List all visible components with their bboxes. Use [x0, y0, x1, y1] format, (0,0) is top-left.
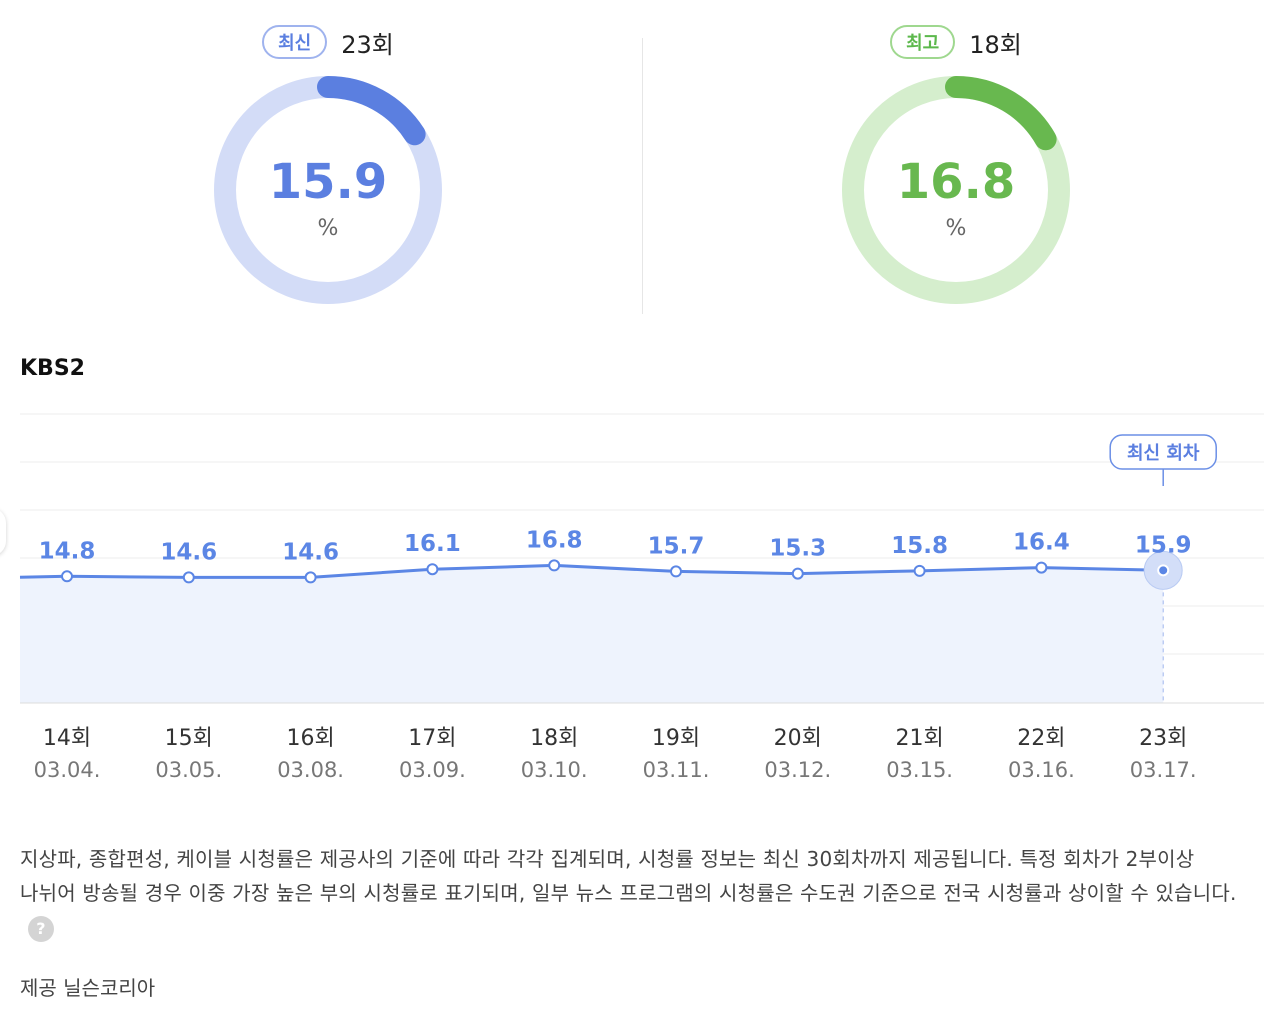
- latest-episode: 23회: [341, 30, 394, 59]
- data-point[interactable]: [1157, 564, 1170, 577]
- data-label: 14.6: [160, 539, 217, 565]
- data-label: 16.1: [404, 531, 461, 557]
- x-tick-date: 03.09.: [399, 758, 466, 782]
- data-label: 16.4: [1013, 530, 1070, 556]
- data-point[interactable]: [791, 567, 804, 580]
- data-point[interactable]: [182, 571, 195, 584]
- x-tick-episode: 15회: [165, 726, 213, 751]
- data-label: 16.8: [526, 527, 583, 553]
- latest-ring-chart: [214, 76, 442, 304]
- data-label: 15.7: [648, 533, 705, 559]
- x-tick-episode: 23회: [1139, 726, 1187, 751]
- latest-header: 최신 23회: [168, 22, 488, 62]
- x-tick-episode: 16회: [286, 726, 334, 751]
- scroll-prev-handle[interactable]: [0, 508, 6, 556]
- latest-unit: %: [317, 216, 339, 241]
- x-tick-episode: 18회: [530, 726, 578, 751]
- latest-rating-block: 최신 23회 15.9 %: [168, 20, 488, 320]
- data-label: 15.3: [769, 536, 826, 562]
- line-area-fill: [20, 565, 1164, 703]
- x-tick-date: 03.04.: [34, 758, 101, 782]
- latest-badge: 최신: [262, 25, 328, 59]
- data-label: 14.8: [39, 538, 96, 564]
- ratings-line-chart: 14.8 14.6 14.6 16.1 16.8 15.7 15.3 15.8 16.4 15.9…: [0, 400, 1276, 790]
- data-point[interactable]: [913, 564, 926, 577]
- x-tick-episode: 14회: [43, 726, 91, 751]
- x-tick-date: 03.16.: [1008, 758, 1075, 782]
- highest-badge: 최고: [890, 25, 956, 59]
- highest-unit: %: [945, 216, 967, 241]
- x-tick-episode: 22회: [1017, 726, 1065, 751]
- data-point[interactable]: [548, 559, 561, 572]
- highest-header: 최고 18회: [796, 22, 1116, 62]
- latest-ring-arc: [317, 76, 426, 146]
- stat-divider: [642, 38, 643, 314]
- data-point[interactable]: [670, 565, 682, 578]
- latest-ring: 15.9 %: [168, 60, 488, 320]
- tooltip-label: 최신 회차: [1127, 443, 1200, 464]
- x-tick-date: 03.17.: [1130, 758, 1197, 782]
- highest-ring-chart: [842, 76, 1070, 304]
- data-label: 14.6: [282, 539, 339, 565]
- x-tick-episode: 21회: [895, 726, 943, 751]
- x-tick-episode: 19회: [652, 726, 700, 751]
- highest-value: 16.8: [896, 154, 1016, 210]
- x-tick-date: 03.05.: [155, 758, 222, 782]
- highest-rating-block: 최고 18회 16.8 %: [796, 20, 1116, 320]
- x-tick-episode: 17회: [408, 726, 456, 751]
- data-point[interactable]: [426, 563, 439, 576]
- ratings-note-text: 지상파, 종합편성, 케이블 시청률은 제공사의 기준에 따라 각각 집계되며,…: [20, 847, 1237, 905]
- help-icon[interactable]: ?: [28, 915, 54, 942]
- highest-ring-arc: [945, 76, 1057, 151]
- ratings-note: 지상파, 종합편성, 케이블 시청률은 제공사의 기준에 따라 각각 집계되며,…: [20, 842, 1256, 944]
- x-tick-episode: 20회: [774, 726, 822, 751]
- data-point[interactable]: [1035, 561, 1048, 574]
- x-tick-date: 03.10.: [521, 758, 588, 782]
- x-tick-date: 03.08.: [277, 758, 344, 782]
- data-label: 15.9: [1135, 532, 1192, 558]
- highest-ring: 16.8 %: [796, 60, 1116, 320]
- data-point[interactable]: [304, 571, 317, 584]
- data-point[interactable]: [61, 570, 73, 583]
- provider-credit: 제공 닐슨코리아: [20, 976, 156, 1000]
- x-tick-date: 03.11.: [643, 758, 710, 782]
- x-tick-date: 03.12.: [764, 758, 831, 782]
- ratings-line-chart-svg: 14.8 14.6 14.6 16.1 16.8 15.7 15.3 15.8 16.4 15.9…: [19, 413, 1264, 782]
- latest-value: 15.9: [268, 154, 388, 210]
- channel-title: KBS2: [20, 356, 85, 381]
- highest-episode: 18회: [969, 30, 1022, 59]
- x-tick-date: 03.15.: [886, 758, 953, 782]
- data-label: 15.8: [891, 533, 948, 559]
